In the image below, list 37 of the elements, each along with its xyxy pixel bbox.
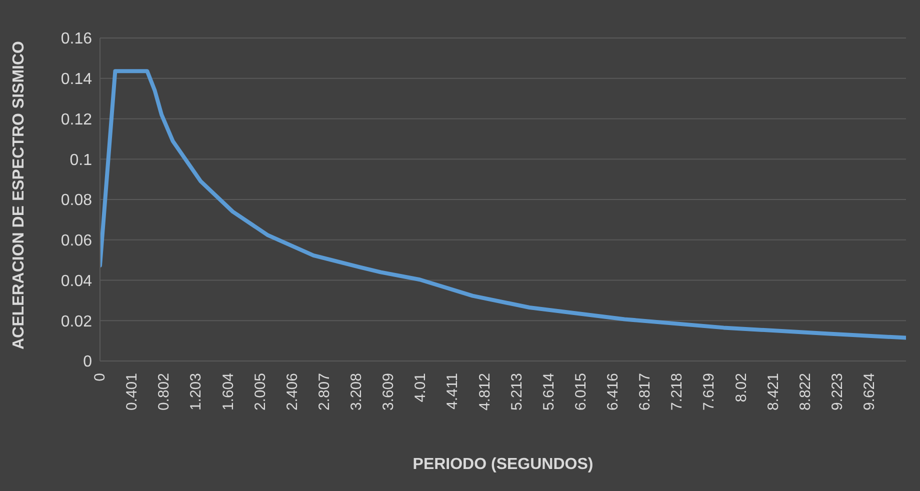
y-tick-label: 0.02 [60, 313, 92, 330]
x-tick-label: 0 [92, 373, 108, 382]
y-tick-label: 0.1 [70, 152, 92, 169]
x-tick-label: 9.624 [861, 373, 878, 411]
y-tick-label: 0.06 [60, 232, 92, 250]
x-tick-label: 1.604 [220, 373, 237, 411]
x-tick-label: 2.807 [316, 373, 333, 411]
x-tick-label: 5.213 [508, 373, 526, 411]
x-tick-label: 4.411 [444, 373, 462, 410]
x-tick-label: 3.609 [380, 373, 398, 411]
x-axis-title: PERIODO (SEGUNDOS) [412, 456, 594, 473]
x-tick-label: 8.421 [764, 373, 782, 411]
x-tick-label: 6.817 [636, 373, 654, 411]
x-tick-label: 2.406 [284, 373, 301, 411]
x-tick-label: 1.203 [188, 373, 205, 411]
x-tick-label: 0.401 [124, 373, 141, 411]
x-tick-label: 6.416 [604, 373, 622, 411]
y-tick-label: 0 [83, 354, 92, 371]
x-tick-label: 2.005 [252, 373, 269, 411]
x-tick-label: 4.01 [412, 373, 430, 402]
y-tick-label: 0.04 [60, 272, 92, 290]
x-tick-label: 7.619 [700, 373, 718, 411]
y-tick-label: 0.08 [60, 192, 92, 210]
line-series [100, 69, 906, 340]
x-tick-label: 0.802 [156, 373, 173, 411]
x-tick-label: 5.614 [540, 373, 558, 411]
x-tick-label: 4.812 [476, 373, 494, 411]
y-tick-label: 0.16 [60, 30, 92, 48]
x-tick-label: 7.218 [668, 373, 686, 411]
x-tick-label: 3.208 [348, 373, 366, 411]
x-tick-label: 8.02 [732, 373, 750, 402]
y-axis-title: ACELERACION DE ESPECTRO SISMICO [10, 41, 28, 350]
x-tick-label: 8.822 [796, 373, 814, 411]
x-tick-label: 9.223 [828, 373, 846, 411]
y-tick-label: 0.12 [60, 111, 92, 128]
y-tick-label: 0.14 [60, 71, 92, 88]
x-tick-label: 6.015 [572, 373, 590, 411]
